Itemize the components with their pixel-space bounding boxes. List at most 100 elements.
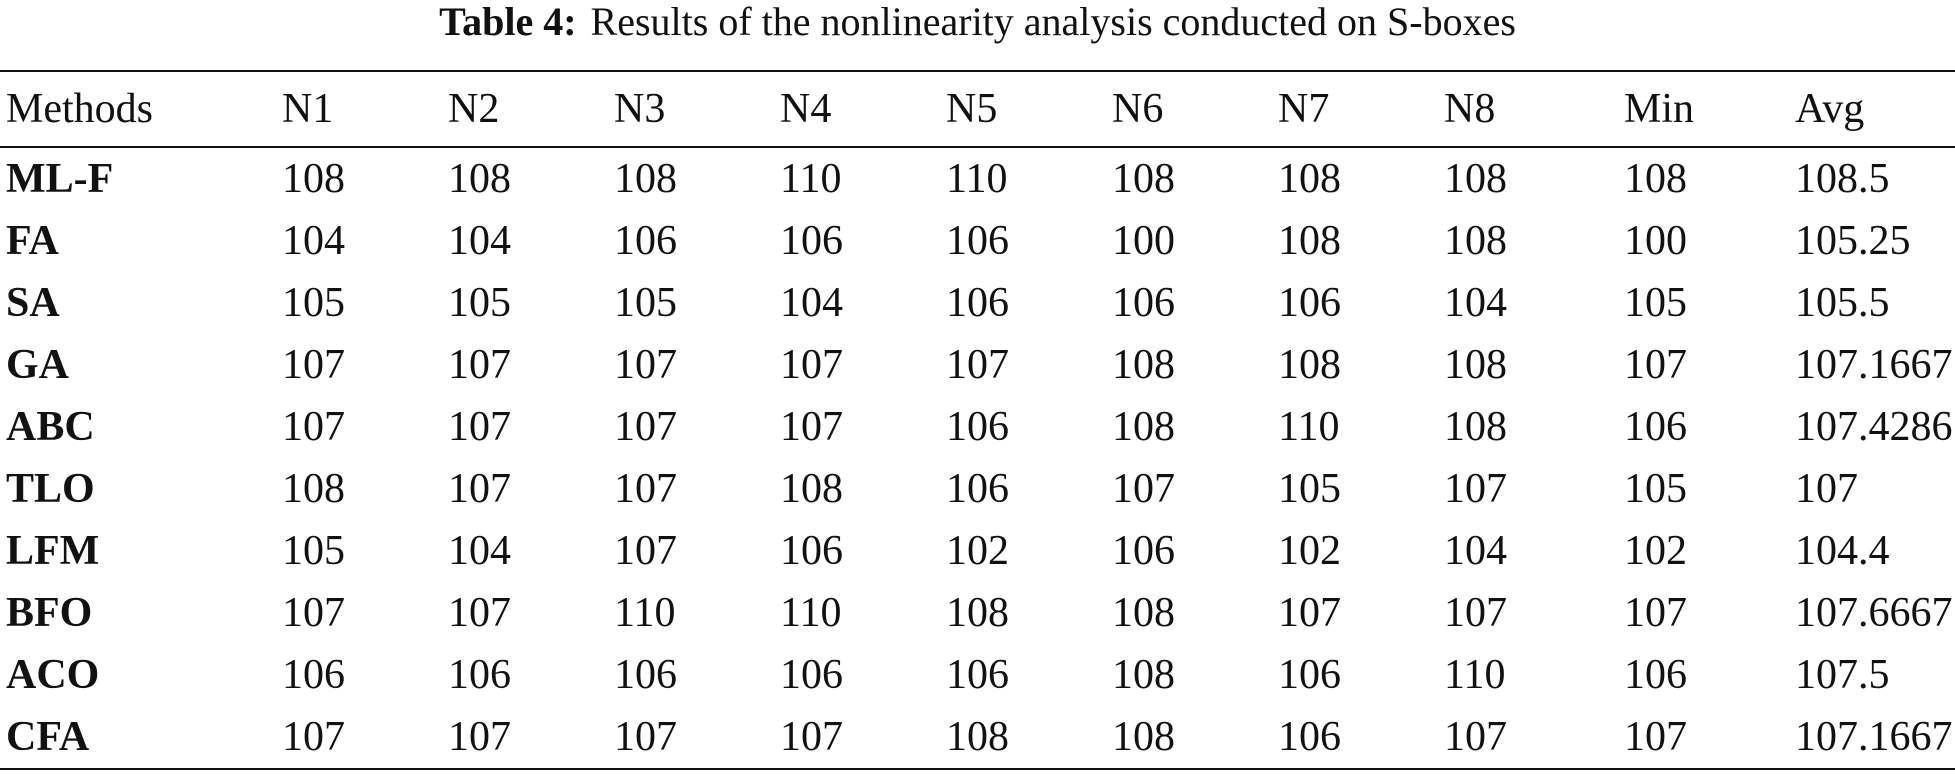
table-row: CFA 107 107 107 107 108 108 106 107 107 107.1667 bbox=[0, 706, 1955, 769]
value-cell: 102 bbox=[1278, 528, 1341, 574]
value-cell: 105 bbox=[282, 528, 345, 574]
value-cell: 104 bbox=[1444, 528, 1507, 574]
value-cell: 104 bbox=[780, 280, 843, 326]
value-cell: 108 bbox=[1112, 156, 1175, 202]
value-cell: 104 bbox=[1444, 280, 1507, 326]
value-cell: 107 bbox=[282, 342, 345, 388]
value-cell: 107 bbox=[946, 342, 1009, 388]
value-cell: 110 bbox=[780, 590, 842, 636]
value-cell: 107 bbox=[448, 404, 511, 450]
value-cell: 108 bbox=[1444, 156, 1507, 202]
value-cell: 110 bbox=[614, 590, 676, 636]
value-cell: 104 bbox=[448, 528, 511, 574]
table-row: ML-F 108 108 108 110 110 108 108 108 108 108.5 bbox=[0, 147, 1955, 210]
value-cell: 107 bbox=[282, 404, 345, 450]
value-cell: 105 bbox=[1624, 466, 1687, 512]
column-header-n8: N8 bbox=[1444, 86, 1496, 132]
value-cell: 108 bbox=[448, 156, 511, 202]
value-cell: 106 bbox=[614, 218, 677, 264]
value-cell: 107 bbox=[780, 404, 843, 450]
table-header: Methods N1 N2 N3 N4 N5 N6 N7 N8 Min Avg bbox=[0, 71, 1955, 147]
value-cell: 107 bbox=[614, 342, 677, 388]
table-body: ML-F 108 108 108 110 110 108 108 108 108 108.5 FA 10… bbox=[0, 147, 1955, 769]
value-cell: 108 bbox=[1278, 342, 1341, 388]
value-cell: 102 bbox=[1624, 528, 1687, 574]
value-cell: 108 bbox=[946, 714, 1009, 760]
value-cell: 107 bbox=[1624, 590, 1687, 636]
value-cell: 106 bbox=[1112, 280, 1175, 326]
value-cell: 106 bbox=[946, 652, 1009, 698]
value-cell: 110 bbox=[1444, 652, 1506, 698]
value-cell: 106 bbox=[946, 466, 1009, 512]
value-cell: 102 bbox=[946, 528, 1009, 574]
value-cell: 108 bbox=[1624, 156, 1687, 202]
value-cell: 106 bbox=[946, 218, 1009, 264]
value-cell: 107 bbox=[1795, 466, 1858, 512]
table-row: ACO 106 106 106 106 106 108 106 110 106 107.5 bbox=[0, 644, 1955, 706]
value-cell: 105.25 bbox=[1795, 218, 1911, 264]
method-name-cell: GA bbox=[6, 342, 69, 388]
method-name-cell: SA bbox=[6, 280, 60, 326]
value-cell: 107 bbox=[1624, 342, 1687, 388]
value-cell: 107 bbox=[1444, 714, 1507, 760]
method-name-cell: ACO bbox=[6, 652, 100, 698]
value-cell: 106 bbox=[1278, 714, 1341, 760]
value-cell: 105 bbox=[614, 280, 677, 326]
column-header-n2: N2 bbox=[448, 86, 500, 132]
table-row: SA 105 105 105 104 106 106 106 104 105 105.5 bbox=[0, 272, 1955, 334]
value-cell: 107 bbox=[1112, 466, 1175, 512]
column-header-n6: N6 bbox=[1112, 86, 1164, 132]
value-cell: 108 bbox=[1112, 652, 1175, 698]
nonlinearity-results-table: Methods N1 N2 N3 N4 N5 N6 N7 N8 Min Avg ML-F 108 108… bbox=[0, 70, 1955, 770]
value-cell: 105 bbox=[448, 280, 511, 326]
table-caption-label: Table 4: bbox=[439, 0, 577, 44]
value-cell: 107 bbox=[1278, 590, 1341, 636]
column-header-n3: N3 bbox=[614, 86, 666, 132]
value-cell: 107.6667 bbox=[1795, 590, 1953, 636]
value-cell: 108 bbox=[282, 466, 345, 512]
value-cell: 107.5 bbox=[1795, 652, 1890, 698]
value-cell: 107 bbox=[1444, 466, 1507, 512]
column-header-avg: Avg bbox=[1795, 86, 1865, 132]
value-cell: 107 bbox=[614, 466, 677, 512]
value-cell: 104 bbox=[282, 218, 345, 264]
value-cell: 106 bbox=[946, 404, 1009, 450]
value-cell: 108.5 bbox=[1795, 156, 1890, 202]
value-cell: 108 bbox=[1112, 714, 1175, 760]
value-cell: 108 bbox=[614, 156, 677, 202]
value-cell: 108 bbox=[1444, 404, 1507, 450]
value-cell: 104 bbox=[448, 218, 511, 264]
table-header-row: Methods N1 N2 N3 N4 N5 N6 N7 N8 Min Avg bbox=[0, 71, 1955, 147]
value-cell: 100 bbox=[1112, 218, 1175, 264]
method-name-cell: TLO bbox=[6, 466, 95, 512]
method-name-cell: BFO bbox=[6, 590, 93, 636]
value-cell: 100 bbox=[1624, 218, 1687, 264]
value-cell: 107 bbox=[614, 404, 677, 450]
value-cell: 106 bbox=[946, 280, 1009, 326]
table-row: FA 104 104 106 106 106 100 108 108 100 105.25 bbox=[0, 210, 1955, 272]
method-name-cell: FA bbox=[6, 218, 59, 264]
value-cell: 105 bbox=[1278, 466, 1341, 512]
value-cell: 106 bbox=[1624, 404, 1687, 450]
table-row: LFM 105 104 107 106 102 106 102 104 102 104.4 bbox=[0, 520, 1955, 582]
value-cell: 108 bbox=[1444, 218, 1507, 264]
table-row: BFO 107 107 110 110 108 108 107 107 107 107.6667 bbox=[0, 582, 1955, 644]
table-caption: Table 4: Results of the nonlinearity anal… bbox=[0, 0, 1955, 44]
value-cell: 106 bbox=[780, 218, 843, 264]
value-cell: 106 bbox=[780, 652, 843, 698]
value-cell: 108 bbox=[282, 156, 345, 202]
column-header-methods: Methods bbox=[6, 86, 153, 132]
table-row: ABC 107 107 107 107 106 108 110 108 106 107.4286 bbox=[0, 396, 1955, 458]
value-cell: 105.5 bbox=[1795, 280, 1890, 326]
column-header-n4: N4 bbox=[780, 86, 832, 132]
value-cell: 107 bbox=[614, 528, 677, 574]
table-row: TLO 108 107 107 108 106 107 105 107 105 107 bbox=[0, 458, 1955, 520]
value-cell: 107 bbox=[780, 342, 843, 388]
value-cell: 107 bbox=[448, 590, 511, 636]
value-cell: 105 bbox=[282, 280, 345, 326]
value-cell: 107.1667 bbox=[1795, 342, 1953, 388]
value-cell: 106 bbox=[1112, 528, 1175, 574]
value-cell: 104.4 bbox=[1795, 528, 1890, 574]
value-cell: 110 bbox=[946, 156, 1008, 202]
method-name-cell: ML-F bbox=[6, 156, 114, 202]
